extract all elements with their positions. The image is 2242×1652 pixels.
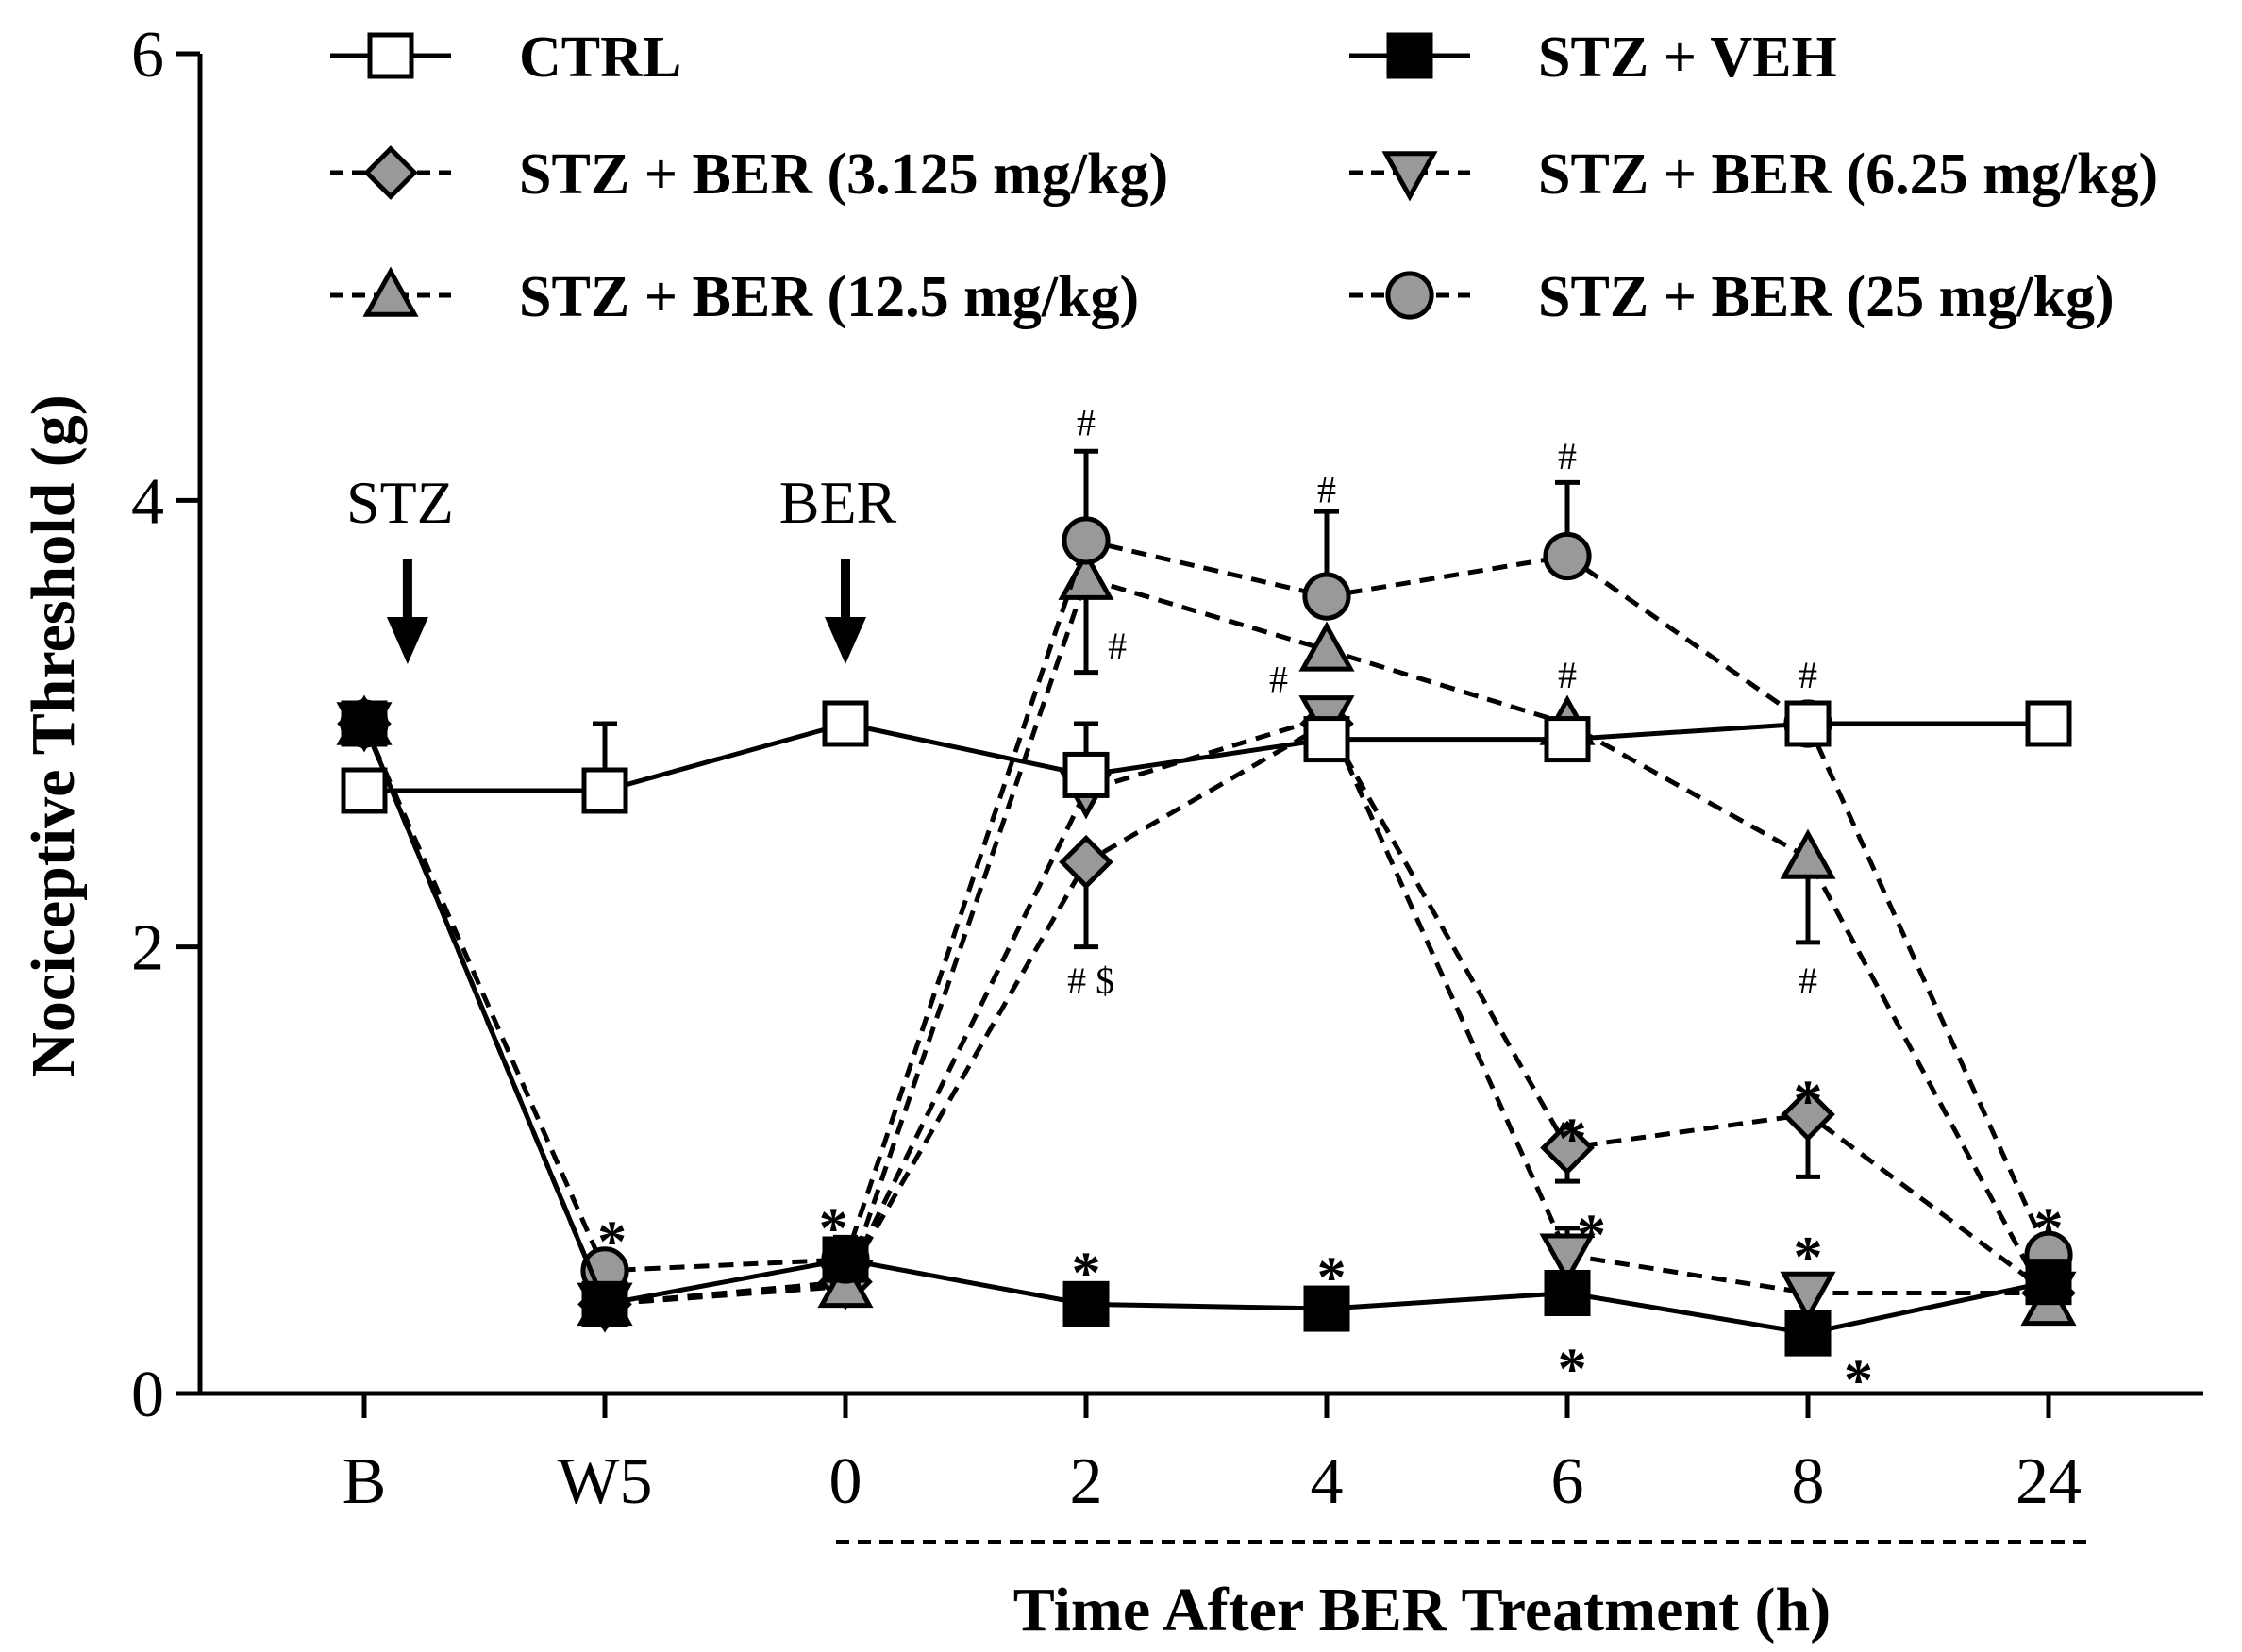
data-point [1547,719,1588,760]
data-point [2028,703,2069,744]
significance-hash: # [1799,959,1817,1002]
significance-hash: # [1108,625,1127,667]
significance-star: * [819,1196,848,1260]
significance-hash: # [1558,435,1577,477]
significance-hash: # $ [1067,959,1114,1002]
y-tick-label: 2 [131,912,164,985]
data-point [1065,754,1107,795]
data-point [2028,1261,2069,1303]
legend-label: STZ + BER (3.125 mg/kg) [519,142,1168,207]
y-tick-label: 6 [131,19,164,92]
legend-label: STZ + BER (25 mg/kg) [1538,265,2115,329]
significance-star: * [1072,1242,1101,1306]
event-label: BER [779,469,897,536]
data-point [1787,1312,1829,1354]
data-point [1787,703,1829,744]
legend-label: CTRL [519,25,681,90]
data-point [1306,719,1347,760]
significance-hash: # [1269,659,1288,701]
data-point [1547,1273,1588,1314]
legend-marker [370,35,411,76]
significance-hash: # [1558,654,1577,696]
significance-star: * [597,1210,627,1275]
legend-marker [1389,35,1431,76]
x-tick-label: 6 [1551,1445,1584,1518]
data-point [343,703,385,744]
significance-star: * [1794,1226,1823,1290]
x-tick-label: 4 [1311,1445,1344,1518]
legend-label: STZ + BER (6.25 mg/kg) [1538,142,2158,207]
event-label: STZ [346,469,454,536]
legend-label: STZ + BER (12.5 mg/kg) [519,265,1139,329]
data-point [1064,519,1108,562]
data-point [825,703,866,744]
data-point [1546,534,1589,577]
legend-marker [1388,274,1431,317]
significance-star: * [1794,1070,1823,1134]
x-tick-label: W5 [557,1445,652,1518]
x-tick-label: 8 [1792,1445,1825,1518]
chart-background [0,0,2242,1647]
legend-label: STZ + VEH [1538,25,1837,90]
significance-hash: # [1077,402,1096,444]
x-tick-label: 2 [1070,1445,1103,1518]
data-point [584,1283,626,1325]
significance-star: * [2034,1196,2064,1260]
chart-root: Nociceptive Threshold (g) Time After BER… [0,0,2242,1647]
x-tick-label: B [343,1445,387,1518]
y-tick-label: 4 [131,465,164,538]
y-axis-label: Nociceptive Threshold (g) [19,394,88,1077]
data-point [584,770,626,811]
data-point [343,770,385,811]
significance-hash: # [1799,654,1817,696]
y-tick-label: 0 [131,1359,164,1431]
significance-star: * [1577,1204,1606,1268]
significance-star: * [1558,1338,1587,1402]
significance-star: * [1558,1108,1587,1172]
significance-star: * [1844,1348,1873,1412]
chart-svg: Nociceptive Threshold (g) Time After BER… [0,0,2242,1647]
x-tick-label: 24 [2016,1445,2082,1518]
x-axis-label: Time After BER Treatment (h) [1013,1576,1831,1644]
significance-star: * [1317,1245,1347,1310]
significance-hash: # [1317,469,1336,511]
data-point [1305,575,1348,618]
x-tick-label: 0 [829,1445,862,1518]
